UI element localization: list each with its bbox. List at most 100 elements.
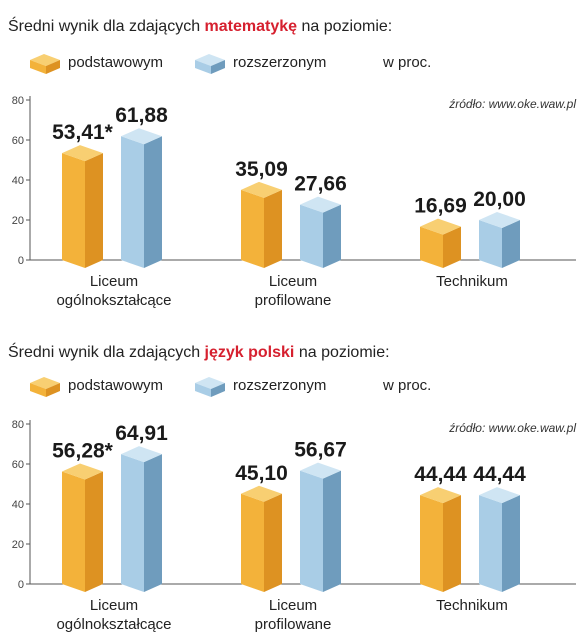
x-category-line: Liceum bbox=[90, 273, 138, 290]
bar-top-face bbox=[62, 145, 103, 162]
bar-top-face bbox=[121, 446, 162, 463]
title-subject: matematykę bbox=[204, 18, 298, 35]
bar-top-face bbox=[62, 463, 103, 480]
chart-math: Średni wynik dla zdających matematykę na… bbox=[8, 18, 576, 309]
legend-label-basic: podstawowym bbox=[68, 377, 164, 394]
chart-polish: Średni wynik dla zdających język polski … bbox=[0, 330, 588, 640]
bar-basic bbox=[62, 463, 103, 592]
bar-front-face bbox=[241, 189, 264, 268]
bar-front-face bbox=[300, 204, 323, 268]
source-note: źródło: www.oke.waw.pl bbox=[448, 421, 576, 435]
bar-side-face bbox=[443, 495, 461, 592]
bar-top-face bbox=[479, 212, 520, 228]
bar-top-face bbox=[420, 487, 461, 504]
bar-side-face bbox=[502, 220, 520, 268]
bar-extended bbox=[121, 128, 162, 268]
bar-top-face bbox=[300, 462, 341, 479]
y-tick-label: 60 bbox=[12, 135, 24, 147]
y-tick-label: 20 bbox=[12, 539, 24, 551]
x-category-label: Technikum bbox=[436, 597, 508, 614]
data-label: 53,41* bbox=[52, 121, 114, 144]
bar-basic bbox=[241, 181, 282, 268]
y-tick-label: 80 bbox=[12, 419, 24, 431]
bar-front-face bbox=[479, 495, 502, 592]
legend-label-extended: rozszerzonym bbox=[233, 377, 327, 394]
x-category-line: profilowane bbox=[255, 292, 332, 309]
title-suffix: na poziomie: bbox=[301, 18, 393, 35]
chart-title: Średni wynik dla zdających język polski … bbox=[8, 344, 390, 362]
data-label: 56,67 bbox=[294, 439, 347, 462]
legend-label-basic: podstawowym bbox=[68, 54, 164, 71]
y-tick-label: 80 bbox=[12, 95, 24, 107]
bar-extended bbox=[479, 487, 520, 592]
y-tick-label: 40 bbox=[12, 175, 24, 187]
data-label: 56,28* bbox=[52, 439, 114, 462]
title-suffix: na poziomie: bbox=[298, 344, 390, 361]
data-label: 44,44 bbox=[473, 463, 526, 486]
x-category-label: Liceum ogólnokształcące bbox=[56, 273, 171, 309]
bar-basic bbox=[241, 485, 282, 592]
bar-top-face bbox=[241, 485, 282, 502]
data-label: 45,10 bbox=[235, 462, 288, 485]
data-label: 20,00 bbox=[473, 188, 526, 211]
data-label: 27,66 bbox=[294, 173, 347, 196]
data-label: 44,44 bbox=[414, 463, 467, 486]
bar-extended bbox=[300, 462, 341, 592]
data-label: 16,69 bbox=[414, 195, 467, 218]
bar-side-face bbox=[144, 454, 162, 592]
x-category-line: Technikum bbox=[436, 597, 508, 614]
x-category-line: ogólnokształcące bbox=[56, 292, 171, 309]
legend-swatch-basic bbox=[30, 377, 60, 397]
bar-front-face bbox=[121, 136, 144, 268]
data-label: 35,09 bbox=[235, 158, 288, 181]
bar-side-face bbox=[85, 153, 103, 268]
x-category-line: profilowane bbox=[255, 616, 332, 633]
bar-extended bbox=[300, 196, 341, 268]
x-category-label: Technikum bbox=[436, 273, 508, 290]
bar-top-face bbox=[300, 196, 341, 213]
bar-front-face bbox=[62, 471, 85, 592]
x-category-label: Liceum ogólnokształcące bbox=[56, 597, 171, 633]
bar-basic bbox=[420, 218, 461, 268]
bar-side-face bbox=[144, 136, 162, 268]
bar-front-face bbox=[121, 454, 144, 592]
legend-label-extended: rozszerzonym bbox=[233, 54, 327, 71]
bar-side-face bbox=[443, 226, 461, 268]
y-tick-label: 60 bbox=[12, 459, 24, 471]
bar-side-face bbox=[502, 495, 520, 592]
legend-swatch-extended bbox=[195, 54, 225, 74]
title-prefix: Średni wynik dla zdających bbox=[8, 18, 201, 35]
bar-side-face bbox=[264, 189, 282, 268]
x-category-label: Liceum profilowane bbox=[255, 597, 332, 633]
bar-extended bbox=[121, 446, 162, 592]
bar-top-face bbox=[241, 181, 282, 198]
bar-front-face bbox=[62, 153, 85, 268]
source-note: źródło: www.oke.waw.pl bbox=[448, 97, 576, 111]
title-subject: język polski bbox=[204, 344, 295, 361]
x-category-label: Liceum profilowane bbox=[255, 273, 332, 309]
bar-top-face bbox=[479, 487, 520, 504]
legend-swatch-extended bbox=[195, 377, 225, 397]
y-tick-label: 0 bbox=[18, 579, 24, 591]
legend-unit: w proc. bbox=[383, 377, 432, 394]
bar-side-face bbox=[323, 204, 341, 268]
bar-basic bbox=[420, 487, 461, 592]
bar-top-face bbox=[420, 218, 461, 235]
x-category-line: Liceum bbox=[269, 597, 317, 614]
bar-front-face bbox=[420, 495, 443, 592]
legend-swatch-basic bbox=[30, 54, 60, 74]
bar-extended bbox=[479, 212, 520, 268]
chart-title: Średni wynik dla zdających matematykę na… bbox=[8, 18, 392, 36]
bar-side-face bbox=[264, 493, 282, 592]
plot-area: 0 20 40 60 80 źródło: www.oke.waw.pl 56,28* 45,… bbox=[12, 419, 577, 633]
y-tick-label: 40 bbox=[12, 499, 24, 511]
bar-front-face bbox=[300, 470, 323, 592]
bar-basic bbox=[62, 145, 103, 268]
x-category-line: Liceum bbox=[90, 597, 138, 614]
bar-top-face bbox=[121, 128, 162, 145]
bar-side-face bbox=[85, 471, 103, 592]
bar-front-face bbox=[241, 493, 264, 592]
title-prefix: Średni wynik dla zdających bbox=[8, 344, 201, 361]
y-tick-label: 20 bbox=[12, 215, 24, 227]
data-label: 61,88 bbox=[115, 104, 168, 127]
